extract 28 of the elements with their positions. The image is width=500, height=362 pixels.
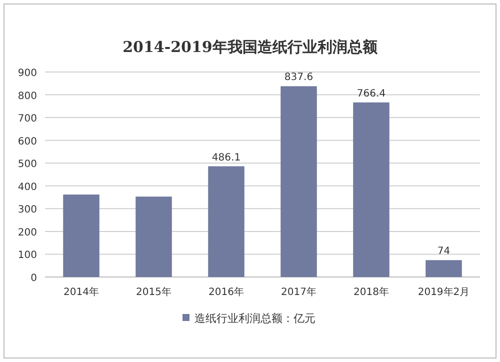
y-tick-label: 900 (18, 68, 37, 79)
y-tick-label: 600 (18, 136, 37, 148)
data-label: 837.6 (284, 72, 314, 84)
y-tick-label: 400 (18, 182, 37, 193)
bar (136, 196, 172, 277)
x-tick-label: 2015年 (136, 286, 172, 298)
y-tick-label: 800 (18, 90, 37, 102)
bar (280, 86, 317, 277)
x-tick-label: 2018年 (354, 286, 389, 298)
x-tick-label: 2019年2月 (418, 286, 470, 298)
y-tick-label: 300 (18, 204, 37, 216)
data-label: 74 (437, 246, 450, 258)
y-tick-label: 0 (30, 273, 37, 284)
bar (208, 166, 244, 277)
bar (63, 194, 100, 277)
y-tick-label: 700 (18, 114, 37, 125)
data-label: 486.1 (212, 152, 241, 164)
y-tick-label: 500 (18, 159, 37, 170)
x-tick-label: 2017年 (281, 286, 316, 298)
y-tick-label: 200 (18, 227, 37, 238)
chart-title: 2014-2019年我国造纸行业利润总额 (122, 38, 378, 56)
bar (426, 260, 462, 277)
x-tick-label: 2014年 (64, 286, 99, 298)
x-tick-label: 2016年 (208, 286, 244, 298)
bar (353, 102, 390, 277)
data-label: 766.4 (356, 88, 386, 100)
y-tick-label: 100 (18, 250, 37, 262)
legend-label: 造纸行业利润总额：亿元 (194, 312, 316, 325)
